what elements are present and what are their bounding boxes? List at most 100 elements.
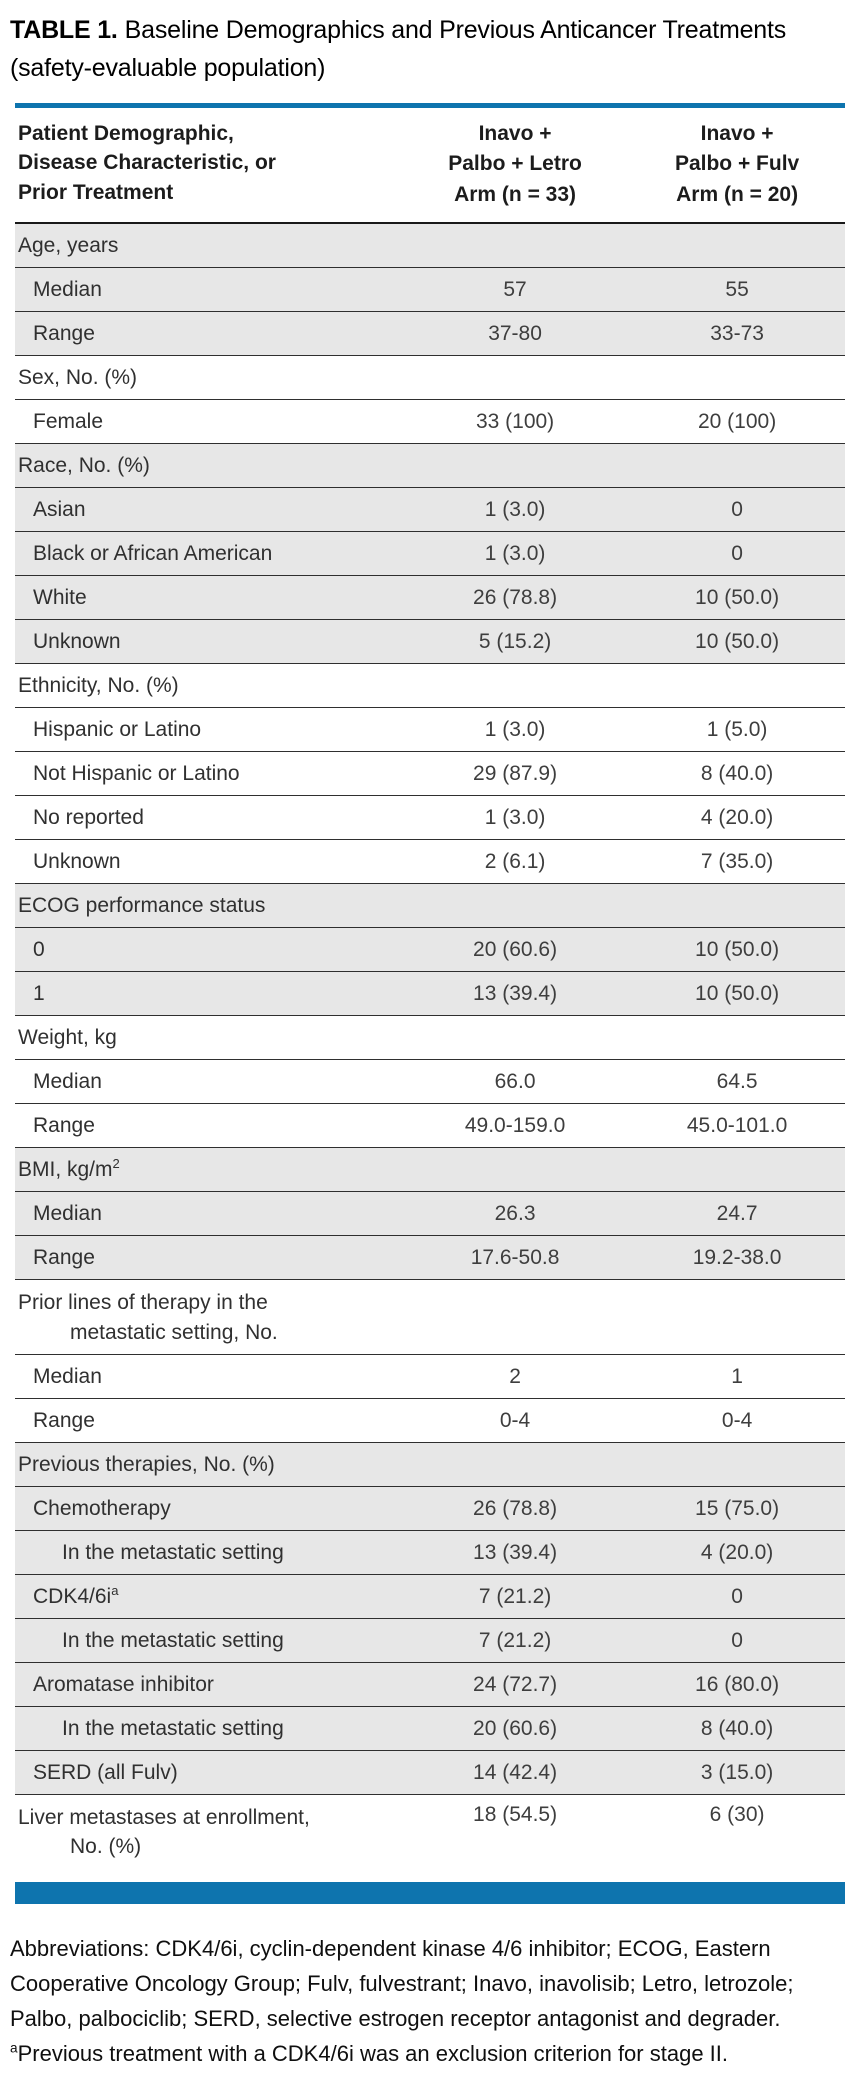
row-label: Prior lines of therapy in the metastatic … [15, 1280, 401, 1354]
table-row: Aromatase inhibitor 24 (72.7) 16 (80.0) [15, 1663, 845, 1708]
row-value-fulv-arm: 10 (50.0) [695, 937, 780, 961]
table-bottom-bar [15, 1881, 845, 1904]
row-value-fulv-arm: 15 (75.0) [695, 1496, 780, 1520]
row-label: Race, No. (%) [18, 454, 150, 478]
header-line: Prior Treatment [18, 180, 174, 204]
row-value-fulv-arm: 45.0-101.0 [686, 1113, 788, 1137]
table-header-row: Patient Demographic, Disease Characteris… [15, 108, 845, 225]
row-label: Age, years [18, 234, 119, 258]
row-value-letro-arm: 13 (39.4) [473, 981, 558, 1005]
row-value-letro-arm: 26.3 [494, 1201, 536, 1225]
column-header-characteristic: Patient Demographic, Disease Characteris… [15, 119, 401, 210]
row-value-fulv-arm: 33-73 [710, 321, 764, 345]
row-value-letro-arm: 49.0-159.0 [464, 1113, 566, 1137]
table-row: Range 0-4 0-4 [15, 1399, 845, 1444]
row-value-fulv-arm: 16 (80.0) [695, 1672, 780, 1696]
row-value-letro-arm: 0-4 [499, 1408, 531, 1432]
row-value-fulv-arm: 20 (100) [697, 409, 777, 433]
row-value-letro-arm: 57 [503, 277, 527, 301]
column-header-letro-arm: Inavo + Palbo + Letro Arm (n = 33) [401, 119, 629, 210]
superscript-marker: 2 [112, 1156, 120, 1172]
row-value-fulv-arm: 0-4 [721, 1408, 753, 1432]
table-row: 0 20 (60.6) 10 (50.0) [15, 928, 845, 973]
row-label: Unknown [33, 630, 121, 654]
table-row: Female 33 (100) 20 (100) [15, 400, 845, 445]
row-label: Chemotherapy [33, 1496, 171, 1520]
table-row: SERD (all Fulv) 14 (42.4) 3 (15.0) [15, 1751, 845, 1796]
row-value-letro-arm: 1 (3.0) [484, 805, 546, 829]
row-label: Ethnicity, No. (%) [18, 674, 179, 698]
row-label: Asian [33, 498, 86, 522]
footnote-a-text: Previous treatment with a CDK4/6i was an… [17, 2041, 729, 2067]
row-label: Weight, kg [18, 1026, 117, 1050]
table-row: CDK4/6ia 7 (21.2) 0 [15, 1575, 845, 1620]
row-value-letro-arm: 1 (3.0) [484, 541, 546, 565]
row-value-fulv-arm: 0 [731, 541, 743, 565]
row-value-letro-arm: 13 (39.4) [473, 1540, 558, 1564]
row-value-letro-arm: 66.0 [494, 1069, 536, 1093]
table-row: In the metastatic setting 13 (39.4) 4 (20.… [15, 1531, 845, 1576]
header-line: Inavo + [478, 122, 552, 145]
table-row: Unknown 5 (15.2) 10 (50.0) [15, 620, 845, 665]
table-number: TABLE 1. [10, 16, 118, 44]
row-value-fulv-arm: 0 [731, 1628, 743, 1652]
row-label: 0 [33, 938, 45, 962]
row-value-letro-arm: 2 (6.1) [484, 849, 546, 873]
row-label: In the metastatic setting [62, 1716, 284, 1740]
table-row: 1 13 (39.4) 10 (50.0) [15, 972, 845, 1017]
row-label: BMI, kg/m2 [18, 1156, 120, 1182]
row-value-fulv-arm: 19.2-38.0 [692, 1245, 782, 1269]
table-row: Liver metastases at enrollment, No. (%) 18… [15, 1795, 845, 1869]
row-value-letro-arm: 20 (60.6) [473, 1716, 558, 1740]
demographics-table: Patient Demographic, Disease Characteris… [15, 103, 845, 1904]
row-label: Median [33, 1070, 102, 1094]
row-label: Hispanic or Latino [33, 718, 202, 742]
table-caption: Baseline Demographics and Previous Antic… [10, 16, 787, 82]
table-row: Race, No. (%) [15, 444, 845, 489]
row-label: No reported [33, 806, 144, 830]
row-label: Sex, No. (%) [18, 366, 138, 390]
row-value-fulv-arm [629, 1280, 845, 1295]
table-row: Asian 1 (3.0) 0 [15, 488, 845, 533]
header-line: Palbo + Letro [448, 152, 582, 176]
table-row: Chemotherapy 26 (78.8) 15 (75.0) [15, 1487, 845, 1532]
row-label: Female [33, 410, 104, 434]
row-label: 1 [33, 982, 45, 1006]
row-value-fulv-arm: 10 (50.0) [695, 585, 780, 609]
table-body: Age, years Median 57 55 Range 37-80 33-73 Sex, … [15, 224, 845, 1869]
row-value-letro-arm: 18 (54.5) [473, 1803, 558, 1827]
table-row: Range 49.0-159.0 45.0-101.0 [15, 1104, 845, 1149]
row-value-fulv-arm: 7 (35.0) [700, 849, 774, 873]
table-row: BMI, kg/m2 [15, 1148, 845, 1193]
table-row: Age, years [15, 224, 845, 269]
row-value-fulv-arm: 10 (50.0) [695, 629, 780, 653]
row-value-letro-arm: 14 (42.4) [473, 1760, 558, 1784]
column-header-fulv-arm: Inavo + Palbo + Fulv Arm (n = 20) [629, 119, 845, 210]
table-row: Range 37-80 33-73 [15, 312, 845, 357]
row-value-letro-arm: 1 (3.0) [484, 717, 546, 741]
row-value-fulv-arm: 0 [731, 497, 743, 521]
table-row: In the metastatic setting 7 (21.2) 0 [15, 1619, 845, 1664]
row-value-letro-arm: 17.6-50.8 [470, 1245, 560, 1269]
table-row: Range 17.6-50.8 19.2-38.0 [15, 1236, 845, 1281]
row-value-fulv-arm: 4 (20.0) [700, 1540, 774, 1564]
row-value-fulv-arm: 8 (40.0) [700, 1716, 774, 1740]
row-value-letro-arm: 1 (3.0) [484, 497, 546, 521]
row-label: Black or African American [33, 542, 273, 566]
table-row: No reported 1 (3.0) 4 (20.0) [15, 796, 845, 841]
row-label: Range [33, 1114, 95, 1138]
row-label: Range [33, 1408, 95, 1432]
row-label: Aromatase inhibitor [33, 1672, 214, 1696]
table-row: Median 66.0 64.5 [15, 1060, 845, 1105]
header-line: Palbo + Fulv [674, 152, 800, 176]
row-label: Median [33, 278, 102, 302]
row-label: CDK4/6ia [33, 1582, 119, 1608]
row-value-fulv-arm: 1 [731, 1364, 743, 1388]
header-line: Inavo + [700, 122, 774, 145]
table-footnotes: Abbreviations: CDK4/6i, cyclin-dependent… [10, 1931, 845, 2072]
row-value-letro-arm: 29 (87.9) [473, 761, 558, 785]
row-label-continuation: No. (%) [70, 1835, 142, 1859]
row-label: Median [33, 1202, 102, 1226]
row-label: Median [33, 1364, 102, 1388]
row-label: Unknown [33, 850, 121, 874]
